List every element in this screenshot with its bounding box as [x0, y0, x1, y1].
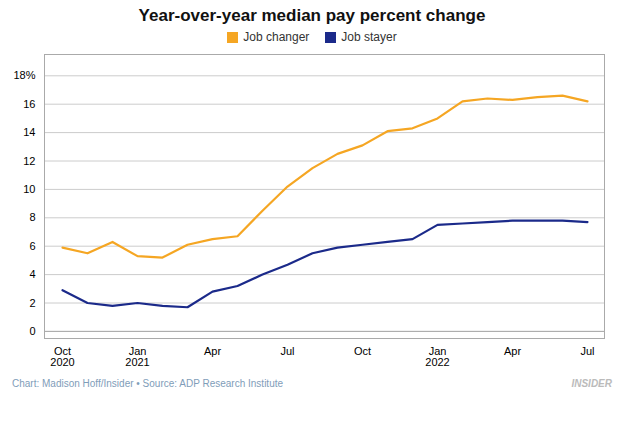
svg-text:16: 16 — [23, 98, 35, 110]
svg-text:Jan2021: Jan2021 — [125, 345, 149, 368]
svg-text:Jul: Jul — [280, 345, 294, 357]
svg-text:10: 10 — [23, 183, 35, 195]
svg-text:6: 6 — [29, 240, 35, 252]
html-text:Chart: Madison Hoff/Insider •: Chart: Madison Hoff/Insider • Source: AD… — [12, 378, 283, 389]
svg-text:Oct: Oct — [354, 345, 371, 357]
svg-text:Apr: Apr — [204, 345, 221, 357]
svg-text:Apr: Apr — [504, 345, 521, 357]
html-text:Year-over-year median pay perc: Year-over-year median pay percent change — [138, 6, 486, 25]
svg-text:Jul: Jul — [580, 345, 594, 357]
html-text:Job stayer: Job stayer — [341, 30, 397, 44]
html-text:INSIDER: INSIDER — [571, 378, 612, 389]
svg-text:14: 14 — [23, 126, 35, 138]
svg-text:4: 4 — [29, 268, 35, 280]
svg-text:Oct2020: Oct2020 — [50, 345, 74, 368]
svg-text:8: 8 — [29, 211, 35, 223]
svg-text:0: 0 — [29, 325, 35, 337]
svg-text:2: 2 — [29, 297, 35, 309]
html-text:Job changer: Job changer — [243, 30, 310, 44]
svg-text:Jan2022: Jan2022 — [425, 345, 449, 368]
svg-text:12: 12 — [23, 155, 35, 167]
svg-text:18%: 18% — [13, 69, 35, 81]
